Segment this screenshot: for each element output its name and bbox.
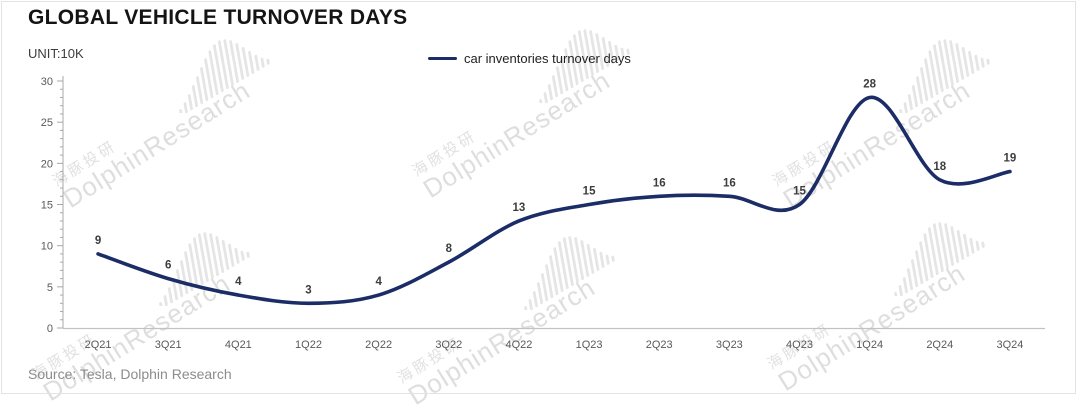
x-tick-label: 4Q23 [786,339,813,351]
data-label: 28 [863,78,876,90]
x-tick-label: 2Q22 [365,339,392,351]
y-tick-label: 15 [41,200,53,212]
x-tick-label: 1Q22 [295,339,322,351]
line-chart: 0 5 10 15 20 25 30 2Q21 3Q21 4Q21 1Q22 2Q22 3Q22 4Q22… [41,76,1045,351]
data-label: 8 [446,243,453,255]
legend-series-label: car inventories turnover days [464,51,631,66]
data-label: 18 [933,161,946,173]
data-label: 15 [793,186,806,198]
x-tick-label: 2Q21 [85,339,112,351]
data-label: 6 [165,260,171,272]
y-tick-label: 0 [47,323,53,335]
x-tick-label: 4Q22 [505,339,532,351]
chart-title: GLOBAL VEHICLE TURNOVER DAYS [28,6,408,29]
series-line [96,95,1012,306]
y-tick-label: 25 [41,117,53,129]
unit-label: UNIT:10K [28,46,84,61]
data-label: 16 [653,177,666,189]
x-tick-label: 2Q23 [646,339,673,351]
x-tick-label: 4Q21 [225,339,252,351]
x-tick-label: 3Q22 [435,339,462,351]
legend-line-swatch [428,56,457,61]
y-tick-label: 10 [41,241,53,253]
axes: 0 5 10 15 20 25 30 2Q21 3Q21 4Q21 1Q22 2Q22 3Q22 4Q22… [41,76,1045,351]
data-label: 9 [95,235,101,247]
data-label: 4 [235,276,242,288]
x-tick-label: 2Q24 [926,339,953,351]
source-note: Source: Tesla, Dolphin Research [28,366,232,382]
data-label: 16 [723,177,736,189]
x-tick-label: 3Q23 [716,339,743,351]
data-label: 13 [513,202,526,214]
data-label: 4 [375,276,382,288]
data-label: 15 [583,186,596,198]
legend: car inventories turnover days [428,51,631,66]
data-label: 3 [305,284,311,296]
x-tick-label: 3Q21 [155,339,182,351]
x-tick-label: 3Q24 [996,339,1023,351]
x-tick-label: 1Q23 [576,339,603,351]
y-tick-label: 5 [47,282,53,294]
y-tick-label: 30 [41,76,53,88]
x-tick-label: 1Q24 [856,339,883,351]
data-label: 19 [1004,153,1017,165]
y-tick-label: 20 [41,158,53,170]
